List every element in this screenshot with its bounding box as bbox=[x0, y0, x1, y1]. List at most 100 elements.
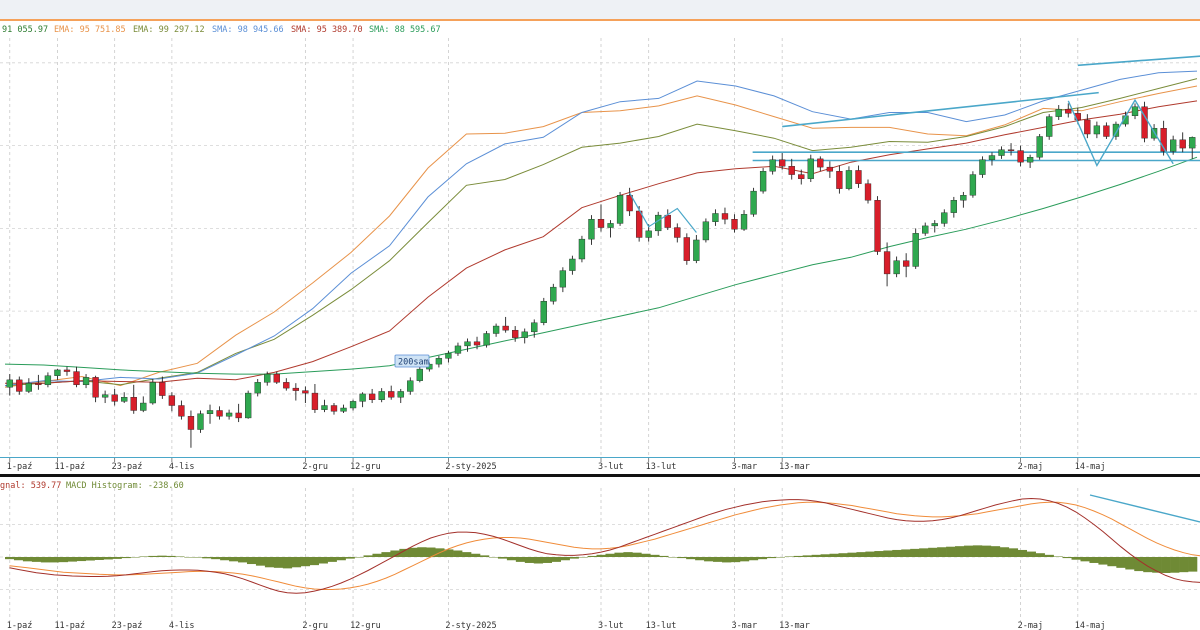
histogram-bar bbox=[300, 557, 311, 567]
histogram-bar bbox=[829, 553, 839, 557]
trendline[interactable] bbox=[1077, 54, 1200, 67]
histogram-bar bbox=[560, 557, 570, 561]
candle-up bbox=[712, 213, 719, 222]
histogram-bar bbox=[730, 557, 741, 563]
candle-up bbox=[1026, 156, 1034, 163]
histogram-bar bbox=[955, 546, 965, 557]
candle-up bbox=[912, 233, 919, 267]
ma-line-sma_short bbox=[4, 70, 1198, 387]
candle-up bbox=[750, 190, 757, 215]
histogram-bar bbox=[946, 546, 956, 557]
histogram-bar bbox=[874, 551, 884, 557]
zigzag-pattern[interactable] bbox=[1067, 98, 1174, 168]
histogram-bar bbox=[471, 553, 481, 557]
ema-long-label: EMA: 99 297.12 bbox=[133, 25, 205, 35]
candle-down bbox=[368, 393, 376, 400]
macd-line bbox=[9, 497, 1200, 594]
histogram-bar bbox=[372, 553, 382, 557]
candle-up bbox=[206, 410, 214, 414]
x-tick-label: 2-sty-2025 bbox=[445, 621, 496, 630]
candle-down bbox=[283, 382, 290, 389]
candle-down bbox=[330, 405, 338, 412]
candle-up bbox=[44, 375, 52, 386]
candle-up bbox=[454, 345, 462, 354]
candle-up bbox=[378, 391, 385, 400]
candle-up bbox=[6, 379, 13, 388]
candle-down bbox=[902, 260, 910, 267]
x-tick-label: 1-paź bbox=[7, 462, 33, 472]
candle-down bbox=[864, 183, 872, 201]
price-panel[interactable]: 200sam bbox=[0, 38, 1200, 456]
histogram-bar bbox=[408, 547, 418, 557]
candle-up bbox=[197, 413, 204, 430]
histogram-bar bbox=[1044, 554, 1054, 557]
candle-up bbox=[1131, 106, 1139, 117]
candle-down bbox=[883, 251, 891, 275]
candle-down bbox=[92, 377, 99, 398]
ma-line-sma_mid bbox=[5, 100, 1198, 384]
histogram-bar bbox=[497, 557, 508, 559]
candle-down bbox=[798, 174, 805, 179]
histogram-bar bbox=[202, 557, 212, 559]
candle-up bbox=[1036, 136, 1043, 158]
candle-up bbox=[464, 341, 471, 347]
panel-divider[interactable] bbox=[0, 474, 1200, 477]
window-top-bar bbox=[0, 0, 1200, 20]
x-tick-label: 3-mar bbox=[732, 462, 758, 472]
histogram-bar bbox=[1134, 557, 1144, 572]
histogram-bar bbox=[94, 557, 104, 560]
candle-up bbox=[121, 397, 128, 402]
candle-down bbox=[1179, 139, 1186, 149]
x-tick-label: 13-lut bbox=[646, 621, 677, 630]
candle-down bbox=[779, 159, 786, 167]
horizontal-levels bbox=[752, 151, 1200, 162]
x-tick-label: 23-paź bbox=[112, 462, 143, 472]
header-accent-line bbox=[0, 19, 1200, 21]
annotation-200sam[interactable]: 200sam bbox=[394, 354, 430, 368]
histogram-bar bbox=[211, 557, 221, 560]
histogram-bar bbox=[264, 557, 275, 568]
candle-down bbox=[826, 166, 834, 172]
histogram-bar bbox=[811, 554, 821, 557]
candle-up bbox=[931, 223, 938, 227]
histogram-bar bbox=[919, 548, 929, 557]
candle-down bbox=[216, 410, 223, 417]
candle-up bbox=[655, 214, 662, 232]
candle-down bbox=[388, 391, 395, 398]
histogram-bar bbox=[739, 557, 750, 562]
candle-down bbox=[292, 387, 300, 391]
candle-up bbox=[607, 223, 614, 228]
trendline[interactable] bbox=[782, 91, 1099, 128]
candle-up bbox=[397, 391, 404, 398]
candle-down bbox=[874, 200, 881, 252]
histogram-bar bbox=[112, 557, 122, 559]
candle-up bbox=[693, 239, 700, 261]
histogram-bar bbox=[488, 557, 499, 558]
macd-trendline[interactable] bbox=[1089, 494, 1200, 523]
histogram-bar bbox=[757, 557, 768, 560]
candle-down bbox=[1103, 125, 1110, 137]
pattern-markers bbox=[629, 98, 1174, 233]
candle-up bbox=[979, 159, 986, 175]
macd-panel[interactable] bbox=[0, 488, 1200, 622]
histogram-bar bbox=[399, 548, 409, 557]
candle-down bbox=[731, 219, 738, 230]
candle-down bbox=[178, 405, 185, 417]
histogram-bar bbox=[963, 545, 974, 557]
zigzag-pattern[interactable] bbox=[629, 192, 697, 233]
histogram-bar bbox=[838, 553, 848, 557]
annotation-label: 200sam bbox=[398, 358, 429, 368]
histogram-bar bbox=[121, 557, 131, 559]
candle-down bbox=[111, 394, 118, 402]
candle-up bbox=[340, 407, 347, 412]
histogram-bar bbox=[892, 549, 902, 557]
x-tick-label: 12-gru bbox=[350, 462, 381, 472]
histogram-bar bbox=[820, 554, 830, 557]
candle-down bbox=[635, 210, 643, 238]
x-tick-label: 2-maj bbox=[1018, 462, 1044, 472]
histogram-bar bbox=[775, 557, 786, 558]
candle-down bbox=[1065, 108, 1072, 114]
histogram-bar bbox=[1116, 557, 1126, 568]
candle-up bbox=[445, 353, 452, 359]
